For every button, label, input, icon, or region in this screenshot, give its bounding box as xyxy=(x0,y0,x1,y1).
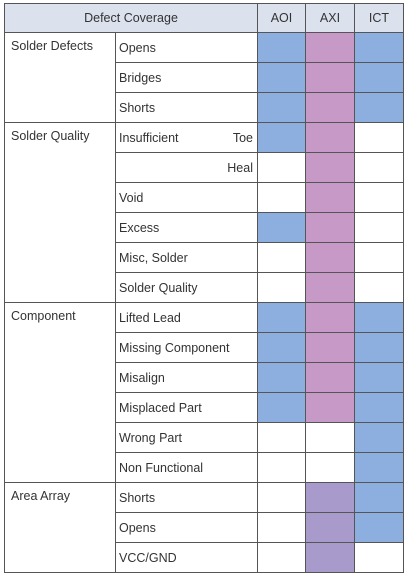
aoi-cell xyxy=(257,392,306,423)
aoi-cell xyxy=(257,62,306,93)
table-row: Misplaced Part xyxy=(5,392,404,423)
table-row: Opens xyxy=(5,512,404,543)
ict-cell xyxy=(354,362,404,393)
defect-name: Insufficient xyxy=(119,130,179,145)
category-solder-defects: Solder Defects xyxy=(4,32,116,123)
ict-cell xyxy=(354,62,404,93)
aoi-cell xyxy=(257,482,306,513)
aoi-cell xyxy=(257,362,306,393)
ict-cell xyxy=(354,542,404,573)
aoi-cell xyxy=(257,302,306,333)
axi-cell xyxy=(305,332,355,363)
axi-cell xyxy=(305,122,355,153)
defect-sublabel: Heal xyxy=(115,152,258,183)
axi-cell xyxy=(305,362,355,393)
table-row: Solder Defects Opens xyxy=(4,32,404,123)
ict-cell xyxy=(354,32,404,63)
table-row: Misalign xyxy=(5,362,404,393)
table-row: Bridges xyxy=(5,62,404,93)
aoi-header: AOI xyxy=(257,3,306,33)
defect-label: Misalign xyxy=(115,362,258,393)
axi-cell xyxy=(305,482,355,513)
defect-sublabel: Toe xyxy=(232,130,253,145)
table-row: Non Functional xyxy=(5,452,404,483)
ict-cell xyxy=(354,392,404,423)
ict-cell xyxy=(354,512,404,543)
aoi-cell xyxy=(257,422,306,453)
defect-label: Missing Component xyxy=(115,332,258,363)
aoi-cell xyxy=(257,92,306,123)
ict-cell xyxy=(354,182,404,213)
category-solder-quality: Solder Quality xyxy=(4,122,116,303)
table-row: Area Array Shorts xyxy=(4,482,404,573)
axi-cell xyxy=(305,242,355,273)
axi-cell xyxy=(305,302,355,333)
axi-header: AXI xyxy=(305,3,355,33)
ict-cell xyxy=(354,452,404,483)
defect-label: Excess xyxy=(115,212,258,243)
defect-label: Insufficient Toe xyxy=(115,122,258,153)
category-component: Component xyxy=(4,302,116,483)
axi-cell xyxy=(305,452,355,483)
ict-cell xyxy=(354,212,404,243)
defect-label: Void xyxy=(115,182,258,213)
axi-cell xyxy=(305,92,355,123)
ict-cell xyxy=(354,272,404,303)
ict-cell xyxy=(354,122,404,153)
aoi-cell xyxy=(257,182,306,213)
ict-cell xyxy=(354,422,404,453)
ict-cell xyxy=(354,332,404,363)
ict-cell xyxy=(354,152,404,183)
table-row: Excess xyxy=(5,212,404,243)
axi-cell xyxy=(305,152,355,183)
defect-label: Bridges xyxy=(115,62,258,93)
table-row: Void xyxy=(5,182,404,213)
defect-label: Wrong Part xyxy=(115,422,258,453)
table-row: VCC/GND xyxy=(5,542,404,573)
defect-label: Lifted Lead xyxy=(115,302,258,333)
aoi-cell xyxy=(257,452,306,483)
defect-label: VCC/GND xyxy=(115,542,258,573)
axi-cell xyxy=(305,272,355,303)
header-row: Defect Coverage AOI AXI ICT xyxy=(4,3,404,33)
aoi-cell xyxy=(257,512,306,543)
category-area-array: Area Array xyxy=(4,482,116,573)
aoi-cell xyxy=(257,32,306,63)
defect-coverage-header: Defect Coverage xyxy=(4,3,258,33)
ict-cell xyxy=(354,482,404,513)
defect-coverage-table: Defect Coverage AOI AXI ICT Solder Defec… xyxy=(4,3,404,573)
axi-cell xyxy=(305,392,355,423)
defect-label: Shorts xyxy=(115,92,258,123)
axi-cell xyxy=(305,212,355,243)
axi-cell xyxy=(305,542,355,573)
aoi-cell xyxy=(257,332,306,363)
defect-label: Opens xyxy=(115,512,258,543)
defect-label: Non Functional xyxy=(115,452,258,483)
ict-cell xyxy=(354,302,404,333)
ict-cell xyxy=(354,242,404,273)
table-row: Heal xyxy=(5,152,404,183)
axi-cell xyxy=(305,512,355,543)
ict-header: ICT xyxy=(354,3,404,33)
defect-label: Solder Quality xyxy=(115,272,258,303)
defect-label: Misc, Solder xyxy=(115,242,258,273)
axi-cell xyxy=(305,62,355,93)
defect-label: Misplaced Part xyxy=(115,392,258,423)
aoi-cell xyxy=(257,242,306,273)
aoi-cell xyxy=(257,212,306,243)
aoi-cell xyxy=(257,122,306,153)
aoi-cell xyxy=(257,152,306,183)
aoi-cell xyxy=(257,542,306,573)
aoi-cell xyxy=(257,272,306,303)
table-row: Component Lifted Lead xyxy=(4,302,404,483)
defect-label: Opens xyxy=(115,32,258,63)
table-row: Solder Quality Insufficient Toe xyxy=(4,122,404,303)
ict-cell xyxy=(354,92,404,123)
axi-cell xyxy=(305,32,355,63)
axi-cell xyxy=(305,182,355,213)
axi-cell xyxy=(305,422,355,453)
defect-label: Shorts xyxy=(115,482,258,513)
